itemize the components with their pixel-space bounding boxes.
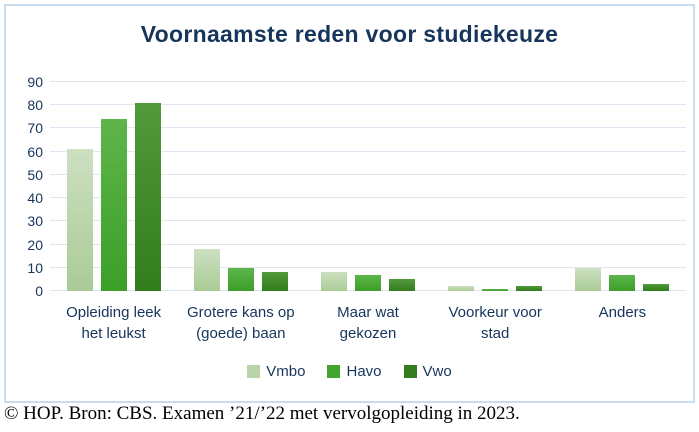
x-axis-label: Opleiding leek het leukst	[66, 304, 162, 342]
bar-vwo	[516, 286, 543, 291]
bar-vwo	[134, 102, 161, 291]
bar-group	[177, 82, 304, 291]
legend-swatch	[403, 365, 417, 378]
y-tick-label: 40	[27, 190, 43, 207]
y-tick-label: 20	[27, 236, 43, 253]
x-axis-label: Maar wat gekozen	[337, 304, 399, 342]
bar-vmbo	[448, 286, 475, 291]
footer-caption: © HOP. Bron: CBS. Examen ’21/’22 met ver…	[4, 403, 520, 424]
y-tick-label: 0	[35, 283, 43, 299]
bar-group	[559, 82, 686, 291]
legend-swatch	[247, 365, 261, 378]
legend-label: Vwo	[422, 363, 452, 380]
legend-label: Vmbo	[266, 363, 306, 380]
legend-label: Havo	[346, 363, 382, 380]
bar-vmbo	[575, 267, 602, 291]
legend-item: Vmbo	[247, 363, 305, 380]
bar-vmbo	[193, 249, 220, 291]
y-tick-label: 10	[27, 259, 43, 276]
bar-havo	[227, 267, 254, 291]
bar-group	[304, 82, 431, 291]
legend-swatch	[327, 365, 341, 378]
y-tick-label: 80	[27, 97, 43, 114]
y-tick-label: 90	[27, 74, 43, 90]
bar-vmbo	[66, 149, 93, 291]
x-axis-labels: Opleiding leek het leukst Grotere kans op…	[50, 302, 686, 344]
legend: Vmbo Havo Vwo	[6, 363, 693, 380]
bar-vwo	[261, 272, 288, 291]
y-tick-label: 70	[27, 120, 43, 137]
x-axis-label: Anders	[598, 304, 647, 321]
bar-group	[432, 82, 559, 291]
gridline	[50, 127, 686, 129]
plot-area	[50, 81, 686, 291]
bar-havo	[482, 288, 509, 291]
y-axis-labels: 0 10 20 30 40 50 60 70 80 90	[6, 75, 43, 298]
bar-havo	[100, 119, 127, 291]
bar-groups	[50, 82, 686, 291]
x-axis-label: Grotere kans op (goede) baan	[187, 304, 295, 342]
chart-frame: Voornaamste reden voor studiekeuze 0 10 20…	[4, 4, 695, 403]
gridline	[50, 173, 686, 175]
bar-vmbo	[321, 272, 347, 291]
bar-vwo	[643, 284, 670, 291]
y-tick-label: 30	[27, 213, 43, 230]
gridline	[50, 197, 686, 199]
y-tick-label: 50	[27, 166, 43, 183]
y-tick-label: 60	[27, 143, 43, 160]
gridline	[50, 266, 686, 268]
legend-item: Vwo	[403, 363, 452, 380]
chart-title: Voornaamste reden voor studiekeuze	[140, 21, 559, 47]
bar-group	[50, 82, 177, 291]
gridline	[50, 243, 686, 245]
x-axis-label: Voorkeur voor stad	[448, 304, 542, 342]
gridline	[50, 150, 686, 152]
gridline	[50, 81, 686, 82]
bar-havo	[609, 274, 636, 291]
bar-vwo	[389, 279, 415, 291]
gridline	[50, 104, 686, 106]
gridline	[50, 220, 686, 222]
bar-havo	[355, 274, 381, 291]
legend-item: Havo	[327, 363, 382, 380]
